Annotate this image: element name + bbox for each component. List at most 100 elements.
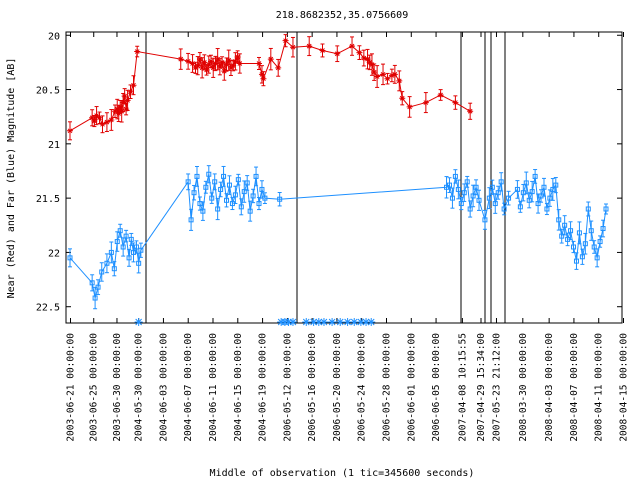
x-tick-label: 2007-04-29 15:34:00 xyxy=(476,333,487,442)
data-point xyxy=(96,114,103,121)
data-point xyxy=(258,71,265,78)
data-point xyxy=(99,269,105,275)
data-point xyxy=(349,43,356,50)
data-point xyxy=(236,60,243,67)
data-point xyxy=(260,75,267,82)
data-point xyxy=(553,182,559,188)
upper-limit-marker xyxy=(328,318,337,326)
x-tick-label: 2004-06-07 00:00:00 xyxy=(183,333,194,442)
data-point xyxy=(406,103,413,110)
data-point xyxy=(366,59,373,66)
data-point xyxy=(189,60,196,67)
data-point xyxy=(582,241,588,247)
data-point xyxy=(267,56,274,63)
x-axis: 2003-06-21 00:00:00 2003-06-25 00:00:00 20… xyxy=(65,32,629,442)
data-point xyxy=(230,62,237,69)
data-point xyxy=(210,64,217,71)
series-layer xyxy=(67,34,609,310)
data-point xyxy=(227,64,234,71)
data-point xyxy=(219,59,226,66)
series-near-red xyxy=(67,34,474,141)
data-point xyxy=(177,56,184,63)
data-point xyxy=(67,127,73,134)
data-point xyxy=(588,228,594,234)
data-point xyxy=(559,233,565,239)
data-point xyxy=(547,195,553,201)
x-tick-label: 2007-05-23 21:12:00 xyxy=(491,333,502,442)
data-point xyxy=(117,103,124,110)
data-point xyxy=(221,68,228,75)
data-point xyxy=(93,112,100,119)
x-tick-label: 2008-04-03 00:00:00 xyxy=(544,333,555,442)
plot-frame xyxy=(65,31,623,324)
data-point xyxy=(470,193,476,199)
data-point xyxy=(501,206,507,212)
data-point xyxy=(192,64,199,71)
x-axis-label: Middle of observation (1 tic=345600 seco… xyxy=(210,468,475,479)
data-point xyxy=(259,186,265,192)
data-point xyxy=(208,58,215,65)
data-point xyxy=(492,201,498,207)
data-point xyxy=(196,56,203,63)
data-point xyxy=(200,208,206,214)
data-point xyxy=(197,201,203,207)
x-tick-label: 2006-05-20 00:00:00 xyxy=(332,333,343,442)
data-point xyxy=(136,260,142,266)
data-point xyxy=(585,206,591,212)
data-point xyxy=(218,186,224,192)
data-point xyxy=(517,204,523,210)
x-tick-label: 2003-06-21 00:00:00 xyxy=(65,333,76,442)
data-point xyxy=(124,97,131,104)
data-point xyxy=(205,61,212,68)
data-point xyxy=(388,72,395,79)
data-point xyxy=(520,190,526,196)
data-point xyxy=(591,244,597,250)
data-point xyxy=(356,49,363,56)
x-tick-label: 2008-04-11 00:00:00 xyxy=(594,333,605,442)
data-point xyxy=(571,244,577,250)
data-point xyxy=(247,208,253,214)
data-point xyxy=(594,255,600,261)
data-point xyxy=(562,222,568,228)
x-tick-label: 2007-04-08 10:15:55 xyxy=(457,333,468,442)
upper-limit-marker xyxy=(367,318,376,326)
data-point xyxy=(498,179,504,185)
data-point xyxy=(235,177,241,183)
data-point xyxy=(123,106,130,113)
upper-limit-marker xyxy=(288,318,297,326)
x-tick-label: 2004-06-15 00:00:00 xyxy=(233,333,244,442)
data-point xyxy=(256,201,262,207)
data-point xyxy=(568,228,574,234)
data-point xyxy=(275,64,282,71)
data-point xyxy=(603,206,609,212)
data-point xyxy=(458,201,464,207)
data-point xyxy=(67,255,73,261)
data-point xyxy=(138,247,144,253)
data-point xyxy=(203,184,209,190)
data-point xyxy=(226,182,232,188)
data-point xyxy=(224,197,230,203)
data-point xyxy=(282,37,289,44)
data-point xyxy=(489,184,495,190)
data-point xyxy=(464,179,470,185)
x-tick-label: 2006-05-12 00:00:00 xyxy=(282,333,293,442)
data-point xyxy=(374,73,381,80)
data-point xyxy=(452,173,458,179)
x-tick-label: 2006-05-16 00:00:00 xyxy=(307,333,318,442)
data-point xyxy=(467,206,473,212)
data-point xyxy=(289,44,296,51)
data-point xyxy=(597,239,603,245)
segment-dividers xyxy=(145,32,506,323)
data-point xyxy=(244,180,250,186)
data-point xyxy=(130,249,136,255)
data-point xyxy=(91,118,98,125)
data-point xyxy=(541,184,547,190)
x-tick-label: 2006-05-24 00:00:00 xyxy=(357,333,368,442)
upper-limit-marker xyxy=(134,318,143,326)
y-tick-label: 21 xyxy=(48,140,60,151)
data-point xyxy=(212,60,219,67)
series-far-blue xyxy=(67,165,609,310)
data-point xyxy=(461,190,467,196)
data-point xyxy=(232,58,239,65)
